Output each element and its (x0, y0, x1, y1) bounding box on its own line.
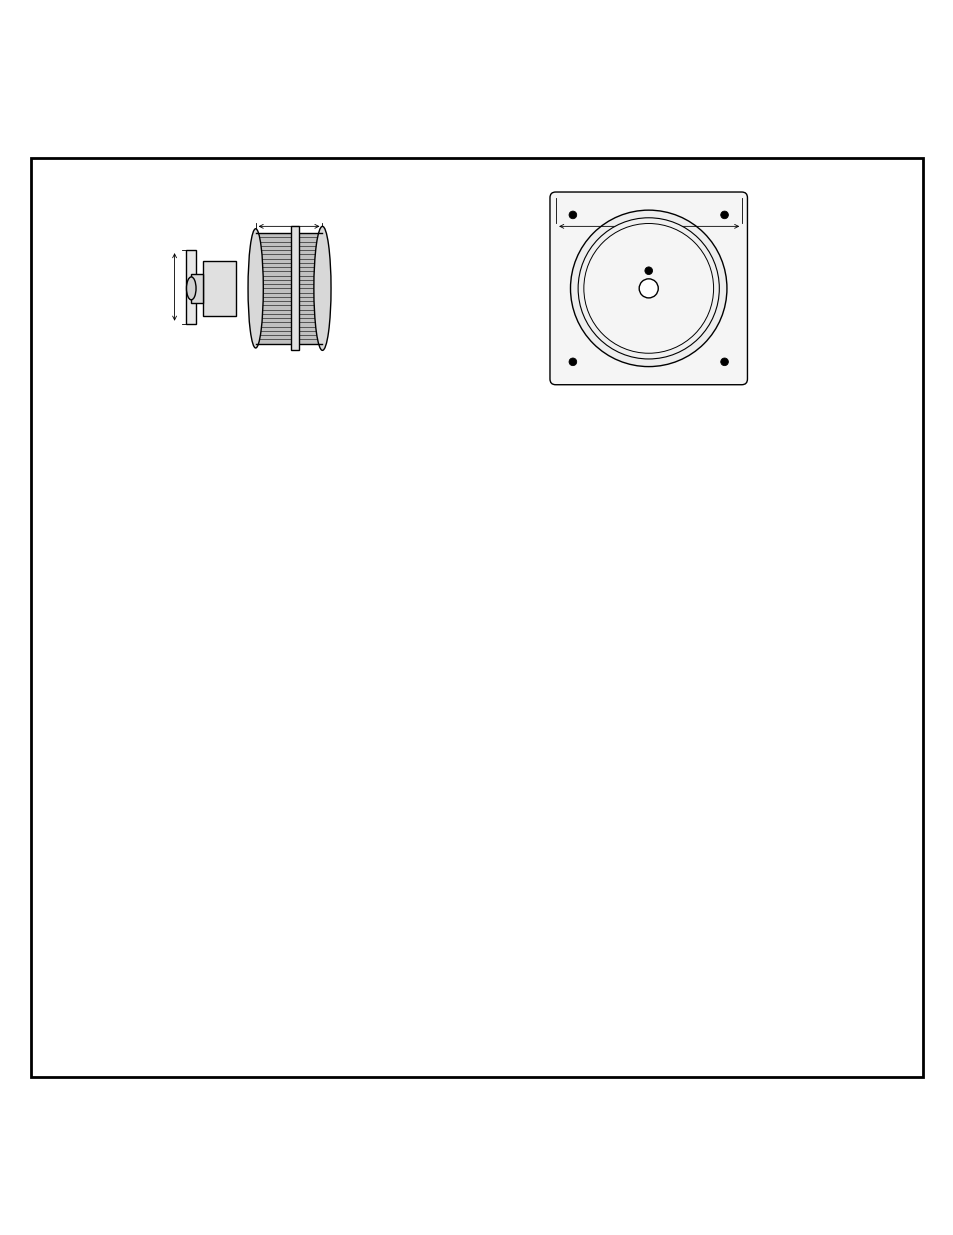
Circle shape (644, 267, 652, 274)
Bar (202, 261, 236, 316)
Circle shape (568, 358, 576, 366)
Bar (291, 226, 298, 351)
Ellipse shape (186, 277, 196, 300)
Bar (191, 274, 202, 303)
Bar (255, 233, 322, 343)
Circle shape (720, 211, 728, 219)
Circle shape (570, 210, 726, 367)
Circle shape (578, 217, 719, 359)
Bar (186, 251, 195, 324)
Ellipse shape (314, 226, 331, 351)
Ellipse shape (248, 228, 263, 348)
Circle shape (720, 358, 728, 366)
Circle shape (568, 211, 576, 219)
Circle shape (639, 279, 658, 298)
Circle shape (583, 224, 713, 353)
FancyBboxPatch shape (549, 191, 747, 385)
